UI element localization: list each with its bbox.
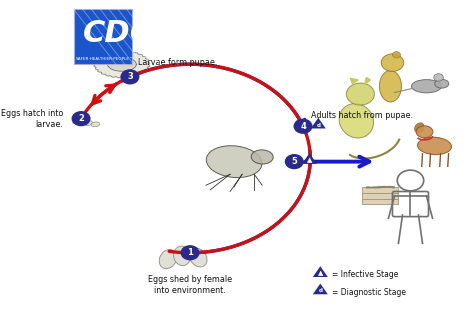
FancyBboxPatch shape — [74, 9, 132, 64]
Text: d: d — [319, 288, 322, 293]
Text: CDC: CDC — [82, 19, 153, 49]
Polygon shape — [365, 77, 370, 85]
Text: = Infective Stage: = Infective Stage — [332, 270, 399, 279]
Ellipse shape — [435, 79, 449, 88]
Circle shape — [121, 70, 139, 84]
Text: d: d — [316, 123, 320, 127]
Ellipse shape — [91, 122, 100, 127]
Ellipse shape — [418, 137, 452, 155]
Text: 2: 2 — [78, 114, 84, 123]
Polygon shape — [94, 51, 150, 78]
Ellipse shape — [415, 123, 424, 133]
Ellipse shape — [159, 249, 177, 268]
Circle shape — [72, 112, 90, 126]
Circle shape — [381, 54, 404, 71]
Polygon shape — [311, 118, 326, 128]
Polygon shape — [302, 153, 317, 164]
Text: 5: 5 — [292, 157, 297, 166]
Ellipse shape — [416, 126, 433, 138]
Text: ▲: ▲ — [318, 270, 323, 276]
Polygon shape — [313, 266, 328, 277]
Ellipse shape — [379, 70, 401, 102]
Text: ▲: ▲ — [307, 158, 312, 164]
Circle shape — [392, 52, 401, 58]
Circle shape — [181, 246, 199, 260]
Text: Eggs shed by female
into environment.: Eggs shed by female into environment. — [148, 275, 232, 295]
Polygon shape — [350, 78, 358, 84]
Circle shape — [346, 83, 374, 105]
Ellipse shape — [84, 121, 92, 126]
Text: Adults hatch from pupae.: Adults hatch from pupae. — [311, 111, 413, 120]
FancyBboxPatch shape — [363, 187, 399, 193]
Ellipse shape — [77, 120, 85, 124]
Circle shape — [285, 155, 303, 169]
Ellipse shape — [55, 116, 64, 120]
Text: Larvae form pupae.: Larvae form pupae. — [138, 58, 217, 68]
Ellipse shape — [62, 117, 71, 122]
FancyBboxPatch shape — [363, 193, 399, 199]
Ellipse shape — [41, 113, 49, 118]
Polygon shape — [313, 284, 328, 294]
Ellipse shape — [48, 114, 56, 119]
Ellipse shape — [189, 248, 207, 267]
Ellipse shape — [173, 246, 191, 266]
Polygon shape — [108, 57, 136, 71]
Ellipse shape — [70, 118, 78, 123]
Ellipse shape — [251, 150, 273, 164]
Circle shape — [434, 74, 443, 81]
Ellipse shape — [411, 80, 442, 93]
Text: 1: 1 — [187, 248, 193, 257]
Text: Eggs hatch into
larvae.: Eggs hatch into larvae. — [0, 109, 63, 129]
Text: SAFER·HEALTHIER·PEOPLE™: SAFER·HEALTHIER·PEOPLE™ — [75, 57, 134, 61]
Circle shape — [294, 119, 312, 133]
Text: 3: 3 — [127, 72, 133, 81]
Ellipse shape — [339, 104, 374, 138]
Ellipse shape — [206, 146, 262, 178]
Text: 4: 4 — [300, 122, 306, 131]
FancyBboxPatch shape — [363, 199, 399, 204]
Text: = Diagnostic Stage: = Diagnostic Stage — [332, 288, 406, 296]
